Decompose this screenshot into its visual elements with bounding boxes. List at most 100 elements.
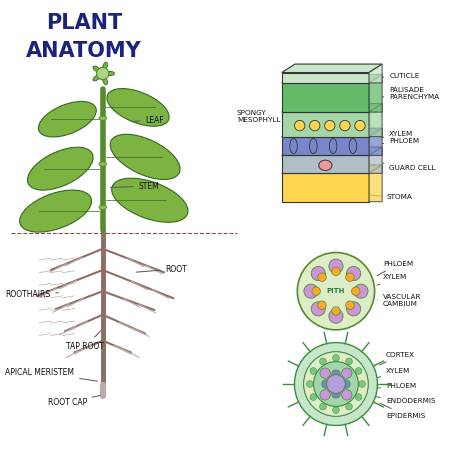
Ellipse shape bbox=[99, 205, 107, 210]
Polygon shape bbox=[282, 64, 382, 73]
Circle shape bbox=[294, 343, 377, 426]
Bar bbox=[282, 173, 369, 201]
Ellipse shape bbox=[112, 178, 188, 222]
Ellipse shape bbox=[349, 138, 357, 154]
Ellipse shape bbox=[93, 75, 100, 81]
Bar bbox=[282, 112, 369, 137]
Circle shape bbox=[342, 368, 352, 378]
Ellipse shape bbox=[107, 89, 169, 126]
Polygon shape bbox=[369, 128, 382, 155]
Polygon shape bbox=[369, 64, 382, 83]
Circle shape bbox=[329, 259, 343, 273]
Text: PITH: PITH bbox=[327, 288, 345, 294]
Polygon shape bbox=[369, 74, 382, 112]
Circle shape bbox=[355, 120, 365, 131]
Text: CUTICLE: CUTICLE bbox=[382, 73, 419, 79]
Circle shape bbox=[310, 120, 320, 131]
Circle shape bbox=[311, 302, 325, 316]
Circle shape bbox=[356, 368, 362, 374]
Polygon shape bbox=[282, 74, 382, 83]
Circle shape bbox=[354, 284, 368, 298]
Circle shape bbox=[304, 284, 318, 298]
Text: STOMA: STOMA bbox=[337, 193, 413, 200]
Ellipse shape bbox=[103, 62, 108, 71]
Text: VASCULAR
CAMBIUM: VASCULAR CAMBIUM bbox=[377, 294, 421, 307]
Circle shape bbox=[332, 370, 340, 378]
Ellipse shape bbox=[319, 160, 332, 171]
Text: PHLOEM: PHLOEM bbox=[356, 383, 416, 390]
Circle shape bbox=[312, 287, 320, 295]
Circle shape bbox=[322, 380, 330, 388]
Circle shape bbox=[97, 67, 109, 80]
Ellipse shape bbox=[38, 101, 96, 137]
Text: GUARD CELL: GUARD CELL bbox=[382, 163, 436, 171]
Text: ENDODERMIS: ENDODERMIS bbox=[361, 395, 436, 404]
Circle shape bbox=[346, 273, 354, 282]
Ellipse shape bbox=[310, 138, 317, 154]
Circle shape bbox=[304, 352, 368, 416]
Circle shape bbox=[342, 380, 350, 388]
Ellipse shape bbox=[93, 66, 100, 72]
Circle shape bbox=[332, 267, 340, 276]
Circle shape bbox=[318, 301, 326, 310]
Circle shape bbox=[340, 120, 350, 131]
Ellipse shape bbox=[290, 138, 297, 154]
Circle shape bbox=[320, 368, 330, 378]
Circle shape bbox=[332, 390, 340, 398]
Text: XYLEM: XYLEM bbox=[361, 368, 410, 383]
Circle shape bbox=[346, 358, 352, 365]
Bar bbox=[282, 83, 369, 112]
Text: PHLOEM: PHLOEM bbox=[377, 261, 413, 276]
Circle shape bbox=[342, 390, 352, 400]
Polygon shape bbox=[369, 165, 382, 201]
Circle shape bbox=[294, 120, 305, 131]
Polygon shape bbox=[369, 104, 382, 137]
Text: APICAL MERISTEM: APICAL MERISTEM bbox=[5, 368, 98, 381]
Text: PHLOEM: PHLOEM bbox=[382, 138, 419, 145]
Circle shape bbox=[297, 253, 374, 330]
Text: PALISADE
PARENCHYMA: PALISADE PARENCHYMA bbox=[382, 87, 439, 100]
Text: XYLEM: XYLEM bbox=[382, 131, 413, 137]
Text: TAP ROOT: TAP ROOT bbox=[66, 331, 104, 351]
Circle shape bbox=[356, 394, 362, 401]
Text: SPONGY
MESOPHYLL: SPONGY MESOPHYLL bbox=[237, 109, 298, 125]
Ellipse shape bbox=[110, 134, 180, 180]
Ellipse shape bbox=[99, 162, 107, 166]
Circle shape bbox=[329, 309, 343, 323]
Circle shape bbox=[314, 362, 358, 406]
Circle shape bbox=[310, 394, 317, 401]
Text: EPIDERMIS: EPIDERMIS bbox=[380, 403, 425, 419]
Ellipse shape bbox=[103, 77, 108, 85]
Text: ROOTHAIRS: ROOTHAIRS bbox=[5, 290, 58, 299]
Circle shape bbox=[307, 381, 313, 387]
Circle shape bbox=[318, 273, 326, 282]
Bar bbox=[282, 137, 369, 155]
Text: LEAF: LEAF bbox=[131, 116, 164, 125]
Circle shape bbox=[319, 358, 326, 365]
Text: PLANT: PLANT bbox=[46, 13, 122, 33]
Circle shape bbox=[346, 301, 354, 310]
Ellipse shape bbox=[19, 190, 91, 232]
Text: XYLEM: XYLEM bbox=[377, 274, 407, 285]
Text: STEM: STEM bbox=[110, 182, 160, 191]
Text: CORTEX: CORTEX bbox=[380, 352, 415, 365]
Circle shape bbox=[327, 374, 346, 393]
Ellipse shape bbox=[329, 138, 337, 154]
Circle shape bbox=[359, 381, 365, 387]
Bar bbox=[282, 73, 369, 83]
Polygon shape bbox=[282, 147, 382, 155]
Circle shape bbox=[310, 368, 317, 374]
Bar bbox=[282, 155, 369, 173]
Text: ROOT: ROOT bbox=[136, 264, 187, 273]
Circle shape bbox=[333, 407, 339, 413]
Ellipse shape bbox=[99, 116, 107, 120]
Polygon shape bbox=[282, 128, 382, 137]
Circle shape bbox=[332, 307, 340, 315]
Circle shape bbox=[319, 403, 326, 410]
Text: ANATOMY: ANATOMY bbox=[26, 41, 142, 61]
Polygon shape bbox=[282, 104, 382, 112]
Circle shape bbox=[333, 355, 339, 361]
Polygon shape bbox=[369, 147, 382, 173]
Circle shape bbox=[352, 287, 360, 295]
Circle shape bbox=[325, 120, 335, 131]
